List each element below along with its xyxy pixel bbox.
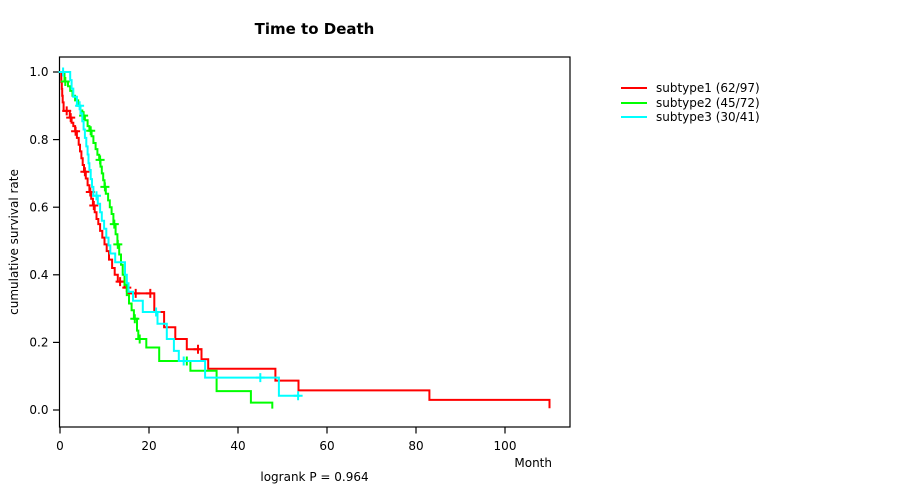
censor-marks-subtype1	[62, 106, 203, 354]
censor-plus-icon	[95, 155, 105, 165]
censor-plus-icon	[109, 219, 119, 229]
legend-line-swatch-subtype1	[621, 87, 647, 90]
censor-plus-icon	[293, 391, 303, 401]
legend-label: subtype2 (45/72)	[656, 95, 760, 110]
x-axis: 0 20 40 60 80 100	[56, 427, 516, 453]
censor-plus-icon	[62, 106, 72, 116]
legend: subtype1 (62/97) subtype2 (45/72) subtyp…	[621, 81, 760, 125]
y-tick-label: 1.0	[29, 65, 48, 79]
censor-plus-icon	[179, 356, 189, 366]
legend-item-subtype3: subtype3 (30/41)	[621, 110, 760, 125]
censor-plus-icon	[135, 334, 145, 344]
x-tick-label: 20	[141, 439, 156, 453]
survival-curve-subtype3	[60, 71, 300, 397]
legend-item-subtype1: subtype1 (62/97)	[621, 81, 760, 96]
y-tick-label: 0.2	[29, 336, 48, 350]
censor-marks-subtype3	[58, 67, 303, 401]
legend-line-swatch-subtype3	[621, 116, 647, 119]
y-tick-label: 0.0	[29, 403, 48, 417]
censor-plus-icon	[58, 67, 68, 77]
x-tick-label: 100	[494, 439, 517, 453]
legend-line-swatch-subtype2	[621, 101, 647, 104]
censor-plus-icon	[130, 314, 140, 324]
censor-plus-icon	[151, 307, 161, 317]
censor-plus-icon	[193, 344, 203, 354]
x-tick-label: 0	[56, 439, 64, 453]
censor-plus-icon	[66, 113, 76, 123]
legend-label: subtype3 (30/41)	[656, 110, 760, 125]
legend-item-subtype2: subtype2 (45/72)	[621, 96, 760, 111]
x-tick-label: 80	[408, 439, 423, 453]
censor-plus-icon	[255, 373, 265, 383]
censor-plus-icon	[86, 126, 96, 136]
censor-plus-icon	[75, 101, 85, 111]
censor-plus-icon	[89, 201, 99, 210]
x-axis-title: Month	[514, 456, 552, 470]
x-tick-label: 60	[319, 439, 334, 453]
y-tick-label: 0.4	[29, 268, 48, 282]
chart-title: Time to Death	[254, 20, 375, 38]
plot-frame	[58, 56, 571, 428]
censor-plus-icon	[92, 191, 101, 201]
x-tick-label: 40	[230, 439, 245, 453]
survival-curve-subtype1	[60, 71, 551, 409]
y-tick-label: 0.6	[29, 200, 48, 214]
censor-plus-icon	[60, 77, 70, 86]
y-axis: 0.0 0.2 0.4 0.6 0.8 1.0	[29, 65, 60, 417]
logrank-footnote: logrank P = 0.964	[260, 470, 369, 484]
censor-plus-icon	[100, 182, 110, 192]
survival-curve-subtype2	[60, 71, 274, 409]
censor-marks-subtype2	[60, 77, 192, 366]
censor-plus-icon	[145, 288, 155, 298]
legend-label: subtype1 (62/97)	[656, 81, 760, 95]
y-tick-label: 0.8	[29, 133, 48, 147]
censor-plus-icon	[71, 126, 81, 136]
censor-plus-icon	[115, 277, 125, 287]
censor-plus-icon	[113, 239, 123, 249]
censor-plus-icon	[79, 111, 89, 121]
censor-plus-icon	[80, 167, 90, 177]
